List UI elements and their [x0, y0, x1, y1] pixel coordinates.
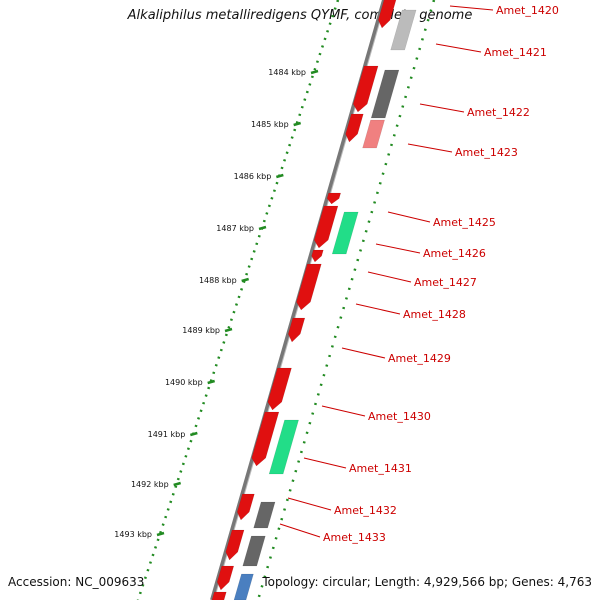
gene-label[interactable]: Amet_1428 — [403, 308, 466, 321]
gene-feature — [267, 367, 292, 411]
gene-label[interactable]: Amet_1432 — [334, 504, 397, 517]
tick-ring — [136, 0, 340, 600]
scale-tick-label: 1486 kbp — [234, 172, 272, 181]
gene-leader-line — [321, 405, 366, 417]
gene-feature — [311, 249, 324, 263]
scale-tick — [293, 121, 302, 127]
gene-label[interactable]: Amet_1422 — [467, 106, 530, 119]
gene-feature — [216, 565, 235, 591]
scale-tick-label: 1493 kbp — [114, 530, 152, 539]
gene-leader-line — [387, 211, 431, 223]
gene-label[interactable]: Amet_1430 — [368, 410, 431, 423]
gene-label[interactable]: Amet_1429 — [388, 352, 451, 365]
scale-tick-label: 1488 kbp — [199, 276, 237, 285]
gene-label[interactable]: Amet_1426 — [423, 247, 486, 260]
gene-leader-line — [375, 243, 421, 254]
gene-feature — [233, 573, 254, 600]
scale-tick — [156, 531, 165, 537]
scale-tick — [173, 481, 182, 487]
accession-text: Accession: NC_009633 — [8, 575, 145, 589]
scale-tick — [241, 277, 250, 283]
gene-leader-line — [435, 43, 482, 53]
gene-feature — [370, 69, 400, 119]
gene-leader-line — [449, 5, 494, 11]
scale-tick-label: 1484 kbp — [268, 68, 306, 77]
gene-feature — [253, 501, 276, 529]
gene-leader-line — [279, 523, 321, 538]
gene-label[interactable]: Amet_1433 — [323, 531, 386, 544]
gene-leader-line — [419, 103, 465, 113]
scale-tick-label: 1491 kbp — [148, 430, 186, 439]
gene-label[interactable]: Amet_1423 — [455, 146, 518, 159]
scale-tick — [310, 69, 319, 75]
gene-feature — [352, 65, 379, 113]
gene-feature — [211, 591, 227, 600]
gene-leader-line — [367, 271, 412, 283]
gene-feature — [313, 205, 339, 249]
gene-leader-line — [355, 303, 401, 315]
scale-tick-label: 1489 kbp — [182, 326, 220, 335]
gene-feature — [287, 317, 306, 343]
gene-label[interactable]: Amet_1420 — [496, 4, 559, 17]
gene-feature — [362, 119, 385, 149]
gene-feature — [326, 192, 342, 205]
gene-feature — [242, 535, 266, 567]
gene-feature — [268, 419, 299, 475]
gene-label[interactable]: Amet_1431 — [349, 462, 412, 475]
gene-feature — [390, 9, 417, 51]
scale-tick — [275, 173, 284, 179]
scale-tick — [189, 431, 198, 437]
gene-feature — [225, 529, 245, 561]
scale-tick-label: 1485 kbp — [251, 120, 289, 129]
gene-label[interactable]: Amet_1427 — [414, 276, 477, 289]
gene-leader-line — [341, 347, 386, 359]
scale-tick-label: 1492 kbp — [131, 480, 169, 489]
gene-label[interactable]: Amet_1421 — [484, 46, 547, 59]
gene-ring — [256, 0, 436, 600]
gene-feature — [345, 113, 364, 143]
gene-feature — [331, 211, 359, 255]
gene-leader-line — [287, 497, 332, 511]
gene-leader-line — [407, 143, 453, 153]
scale-tick-label: 1490 kbp — [165, 378, 203, 387]
scale-tick — [224, 327, 233, 333]
gene-leader-line — [303, 457, 347, 469]
scale-tick-label: 1487 kbp — [216, 224, 254, 233]
scale-tick — [258, 225, 267, 231]
gene-label[interactable]: Amet_1425 — [433, 216, 496, 229]
gene-feature — [251, 411, 280, 467]
gene-feature — [296, 263, 322, 311]
topology-text: Topology: circular; Length: 4,929,566 bp… — [262, 575, 592, 589]
gene-feature — [236, 493, 255, 521]
gene-feature — [378, 0, 397, 29]
scale-tick — [207, 379, 216, 385]
